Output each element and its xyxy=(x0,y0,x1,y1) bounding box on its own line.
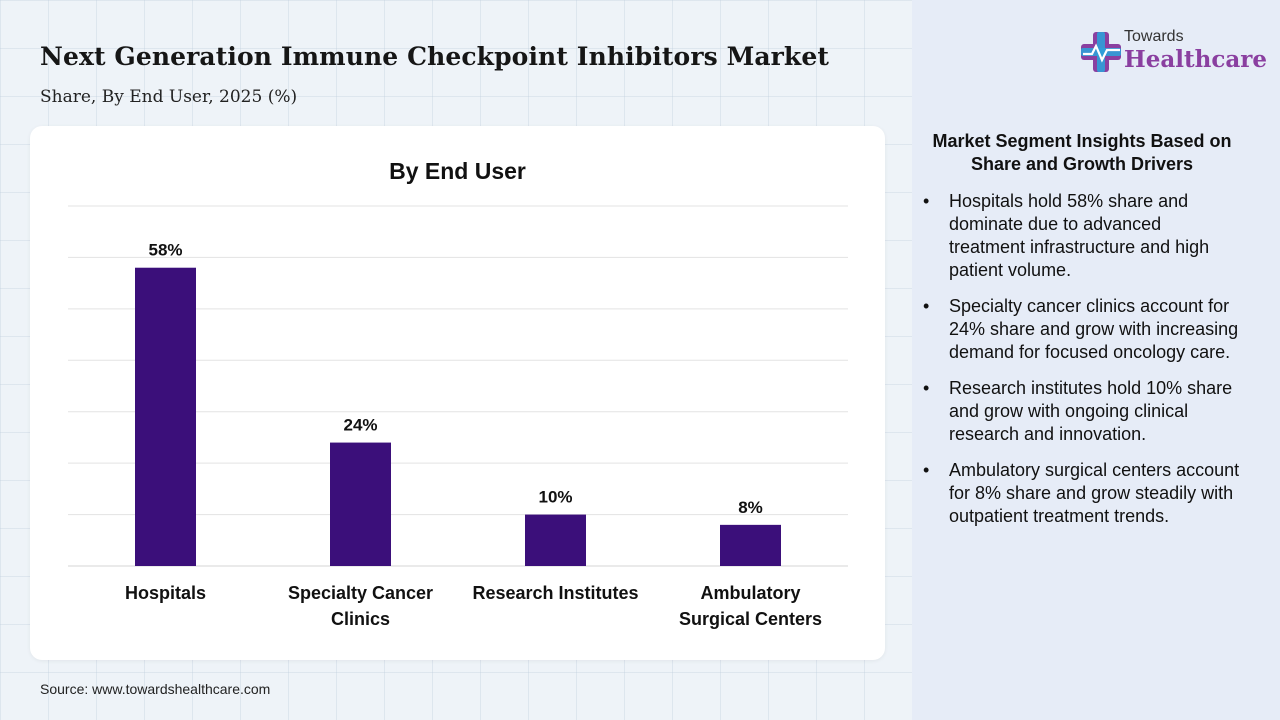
category-label: Research Institutes xyxy=(472,583,638,603)
logo-text-healthcare: Healthcare xyxy=(1124,46,1268,73)
insights-panel xyxy=(912,0,1280,720)
insight-item: • Ambulatory surgical centers account for… xyxy=(922,459,1242,528)
insight-item: • Specialty cancer clinics account for 24… xyxy=(922,295,1242,364)
chart-value-labels: 58% 24% 10% 8% xyxy=(148,241,762,517)
bullet-icon: • xyxy=(923,191,930,211)
category-label: Specialty Cancer xyxy=(288,583,433,603)
page-subtitle: Share, By End User, 2025 (%) xyxy=(40,87,298,107)
bullet-icon: • xyxy=(923,460,930,480)
insight-text: Research institutes hold 10% share and g… xyxy=(949,378,1233,444)
page-title: Next Generation Immune Checkpoint Inhibi… xyxy=(40,42,829,71)
chart-title: By End User xyxy=(389,158,526,184)
bar-value-label: 8% xyxy=(738,498,763,517)
insights-title: Market Segment Insights Based on Share a… xyxy=(932,131,1232,174)
bar xyxy=(330,442,391,566)
bar-value-label: 58% xyxy=(148,241,182,260)
insight-text: Ambulatory surgical centers account for … xyxy=(949,460,1240,526)
bar xyxy=(720,524,781,566)
category-label: Hospitals xyxy=(125,583,206,603)
bar-value-label: 10% xyxy=(538,488,572,507)
logo-text-towards: Towards xyxy=(1124,28,1184,45)
insight-item: • Hospitals hold 58% share and dominate d… xyxy=(922,190,1242,282)
insight-text: Hospitals hold 58% share and dominate du… xyxy=(949,191,1210,280)
insight-item: • Research institutes hold 10% share and … xyxy=(922,377,1242,446)
bar-value-label: 24% xyxy=(343,416,377,435)
insight-text: Specialty cancer clinics account for 24%… xyxy=(949,296,1239,362)
category-label: Ambulatory xyxy=(700,583,800,603)
category-label: Clinics xyxy=(331,609,390,629)
source-note: Source: www.towardshealthcare.com xyxy=(40,681,271,697)
chart-bars xyxy=(135,267,781,566)
insights-list: • Hospitals hold 58% share and dominate d… xyxy=(922,190,1242,541)
healthcare-cross-logo-icon xyxy=(1081,32,1121,72)
bullet-icon: • xyxy=(923,296,930,316)
bar xyxy=(525,514,586,566)
chart-gridlines xyxy=(68,205,848,567)
chart-category-labels: Hospitals Specialty Cancer Clinics Research… xyxy=(125,583,822,629)
category-label: Surgical Centers xyxy=(679,609,822,629)
bar xyxy=(135,267,196,566)
bullet-icon: • xyxy=(923,378,930,398)
